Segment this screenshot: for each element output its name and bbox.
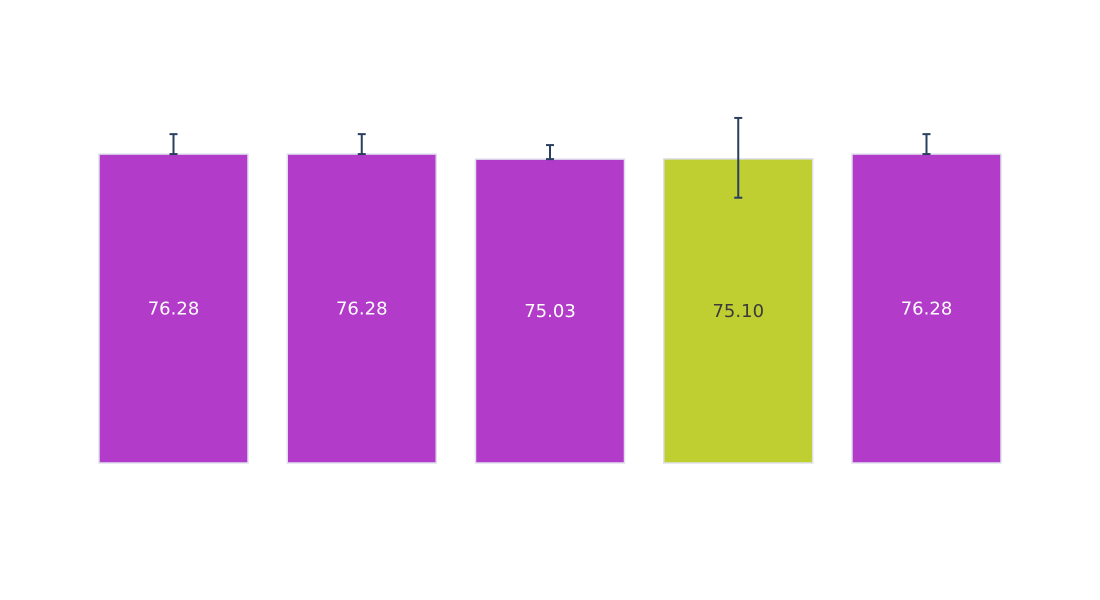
- bar-label-2: 76.28: [336, 299, 388, 320]
- bar-4: [663, 158, 814, 464]
- bar-2: [286, 153, 437, 464]
- error-bar-5: [922, 133, 931, 156]
- bar-label-3: 75.03: [524, 301, 576, 322]
- bar-labels-group: 76.28 76.28 75.03 75.10 76.28: [148, 299, 953, 323]
- bar-label-1: 76.28: [148, 299, 200, 320]
- error-bars-group: [169, 116, 931, 199]
- error-bar-2: [357, 133, 366, 156]
- bar-1: [98, 153, 249, 464]
- error-bar-4: [734, 116, 743, 199]
- bar-label-4: 75.10: [712, 301, 764, 322]
- bar-5: [851, 153, 1002, 464]
- error-bar-3: [546, 144, 554, 161]
- error-bar-1: [169, 133, 178, 156]
- bar-label-5: 76.28: [901, 299, 953, 320]
